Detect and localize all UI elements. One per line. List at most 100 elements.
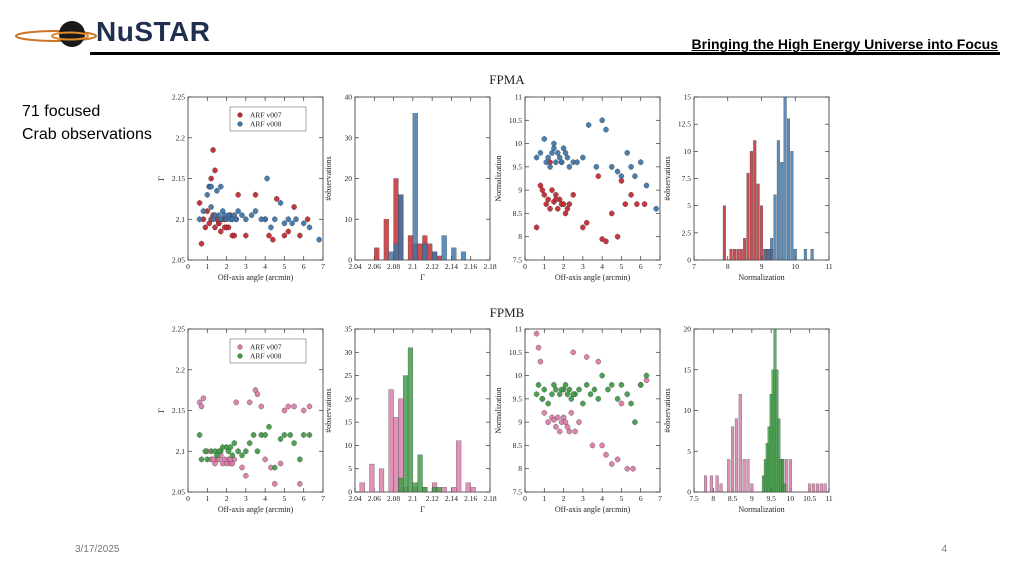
- plot-frame: [524, 328, 661, 493]
- data-point: [266, 424, 272, 430]
- y-tick-label: 10: [345, 215, 353, 224]
- y-axis-label: #observations: [663, 388, 672, 432]
- y-tick-label: 11: [515, 325, 522, 334]
- histogram-bar: [436, 255, 442, 261]
- x-tick-label: 0: [523, 262, 527, 271]
- y-tick-label: 2.2: [176, 365, 186, 374]
- data-point: [585, 122, 592, 128]
- data-point: [231, 232, 238, 239]
- histogram-bar: [417, 243, 423, 261]
- histogram-bar: [422, 487, 428, 493]
- x-tick-label: 2: [225, 262, 229, 271]
- data-point: [580, 224, 586, 231]
- histogram-bar: [810, 248, 814, 261]
- data-point: [316, 236, 322, 243]
- data-point: [595, 358, 602, 365]
- x-tick-label: 1: [205, 494, 209, 503]
- data-point: [254, 391, 261, 397]
- data-point: [281, 220, 288, 227]
- x-tick-label: 10.5: [803, 494, 816, 503]
- data-point: [643, 182, 650, 189]
- y-tick-label: 7.5: [682, 174, 692, 183]
- x-tick-label: 2.14: [445, 494, 458, 503]
- data-point: [545, 196, 551, 203]
- data-point: [562, 419, 569, 425]
- histogram-bar: [736, 248, 740, 261]
- data-point: [262, 456, 268, 463]
- x-tick-label: 7.5: [689, 494, 699, 503]
- data-point: [198, 456, 205, 463]
- x-tick-label: 2.06: [368, 262, 381, 271]
- data-point: [551, 382, 557, 388]
- chart-fpma_gamma: FPMA 0 1 2 3 4 5 6 7 2.05 2.1 2.15 2.2 2.25 Off-axis a…: [157, 72, 525, 282]
- y-axis-label: Normalization: [494, 155, 503, 201]
- data-point: [558, 159, 565, 165]
- data-point: [595, 173, 602, 179]
- data-point: [545, 154, 551, 161]
- y-tick-label: 12.5: [678, 120, 691, 129]
- x-tick-label: 8: [711, 494, 715, 503]
- data-point: [624, 465, 630, 472]
- histogram-bar: [788, 459, 792, 493]
- data-point: [618, 382, 625, 388]
- histogram-bar: [722, 205, 726, 261]
- data-point: [564, 206, 571, 212]
- panel-title-fpma: FPMA: [489, 72, 525, 87]
- data-point: [233, 399, 239, 406]
- histogram-bar: [398, 194, 404, 261]
- data-point: [239, 464, 245, 471]
- y-tick-label: 0: [687, 256, 691, 265]
- histogram-bar: [709, 475, 713, 493]
- y-axis-label: #observations: [324, 388, 333, 432]
- histogram-bar: [417, 454, 423, 493]
- histogram-bar: [819, 483, 823, 493]
- data-point: [258, 403, 265, 410]
- y-axis-label: #observations: [324, 156, 333, 200]
- x-tick-label: 7: [658, 494, 662, 503]
- data-point: [609, 210, 615, 217]
- histogram-bar: [388, 389, 394, 493]
- x-tick-label: 8: [726, 262, 730, 271]
- data-point: [628, 164, 634, 170]
- y-tick-label: 2.1: [176, 215, 186, 224]
- legend-label: ARF v008: [250, 352, 282, 361]
- data-point: [281, 232, 288, 239]
- x-tick-label: 8.5: [728, 494, 738, 503]
- data-point: [291, 204, 297, 210]
- legend-label: ARF v008: [250, 120, 282, 129]
- histogram-bar: [785, 459, 789, 493]
- data-point: [218, 216, 224, 222]
- x-axis-label: Γ: [420, 505, 425, 514]
- x-tick-label: 4: [263, 494, 267, 503]
- data-point: [306, 403, 313, 410]
- histogram-bar: [766, 248, 770, 261]
- y-tick-label: 7.5: [513, 488, 523, 497]
- histogram-bar: [803, 248, 807, 261]
- data-point: [609, 382, 615, 388]
- data-point: [587, 391, 594, 397]
- x-axis-label: Normalization: [738, 273, 784, 282]
- y-tick-label: 9: [518, 418, 522, 427]
- histogram-bar: [780, 162, 784, 261]
- data-point: [218, 228, 224, 235]
- histogram-bar: [470, 487, 476, 493]
- data-point: [248, 212, 255, 218]
- data-point: [564, 424, 571, 430]
- data-point: [609, 164, 615, 170]
- x-tick-label: 9.5: [766, 494, 776, 503]
- data-point: [246, 399, 253, 406]
- data-point: [543, 159, 549, 165]
- x-tick-label: 2.08: [387, 494, 400, 503]
- data-point: [254, 448, 261, 454]
- data-point: [599, 442, 605, 449]
- histogram-bar: [451, 247, 457, 261]
- data-point: [570, 391, 576, 397]
- data-point: [533, 154, 540, 161]
- chart-fpma_norm_hist: 7 8 9 10 11 0 2.5 5 7.5 10 12.5 15 Normalization #obs…: [663, 93, 833, 283]
- data-point: [300, 407, 307, 414]
- data-point: [533, 330, 540, 337]
- x-tick-label: 7: [692, 262, 696, 271]
- data-point: [547, 164, 553, 170]
- data-point: [277, 436, 284, 442]
- x-tick-label: 1: [542, 494, 546, 503]
